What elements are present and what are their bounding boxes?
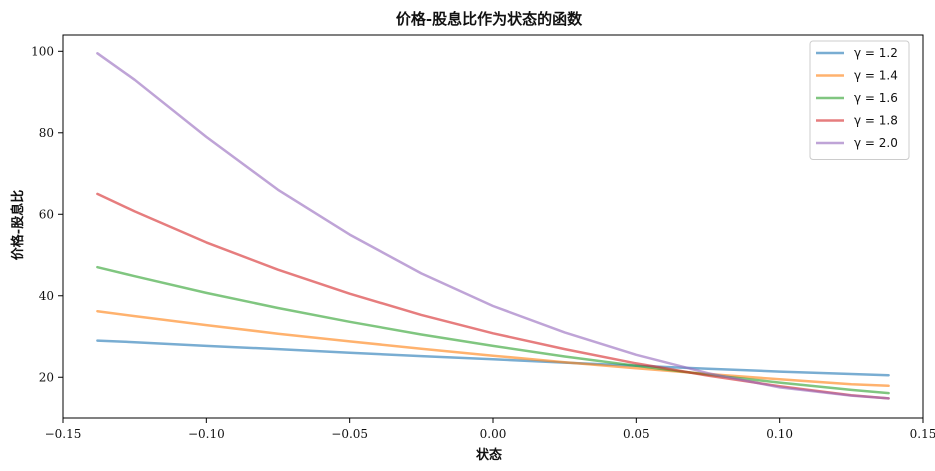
series-line-3 [96, 265, 890, 395]
x-tick-label: −0.05 [331, 427, 368, 441]
legend: γ = 1.2 γ = 1.4 γ = 1.6 γ = 1.8 γ = 2.0 [809, 40, 910, 160]
legend-label-4: γ = 1.8 [854, 114, 898, 128]
series-line-5 [96, 52, 890, 400]
series-line-1 [96, 339, 890, 377]
legend-label-5: γ = 2.0 [854, 136, 898, 150]
legend-frame [809, 40, 910, 160]
x-tick-label: 0.10 [766, 427, 793, 441]
y-tick-label: 80 [39, 126, 54, 140]
x-tick-label: 0.00 [480, 427, 507, 441]
legend-label-3: γ = 1.6 [854, 91, 898, 105]
legend-label-2: γ = 1.4 [854, 69, 898, 83]
legend-label-1: γ = 1.2 [854, 46, 898, 60]
y-tick-label: 40 [39, 289, 54, 303]
series-line-2 [96, 309, 890, 388]
y-axis-label: 价格-股息比 [10, 190, 26, 260]
x-axis-label: 状态 [476, 447, 502, 463]
y-tick-label: 20 [39, 370, 54, 384]
y-tick-label: 60 [39, 207, 54, 221]
chart-title: 价格-股息比作为状态的函数 [396, 10, 583, 28]
plot-area: −0.15 −0.10 −0.05 0.00 0.05 0.10 0.15 20 40 60 80 1… [31, 34, 935, 441]
x-tick-label: 0.15 [910, 427, 935, 441]
x-tick-label: −0.15 [45, 427, 82, 441]
y-tick-label: 100 [31, 44, 54, 58]
x-tick-label: 0.05 [623, 427, 650, 441]
x-tick-label: −0.10 [188, 427, 225, 441]
